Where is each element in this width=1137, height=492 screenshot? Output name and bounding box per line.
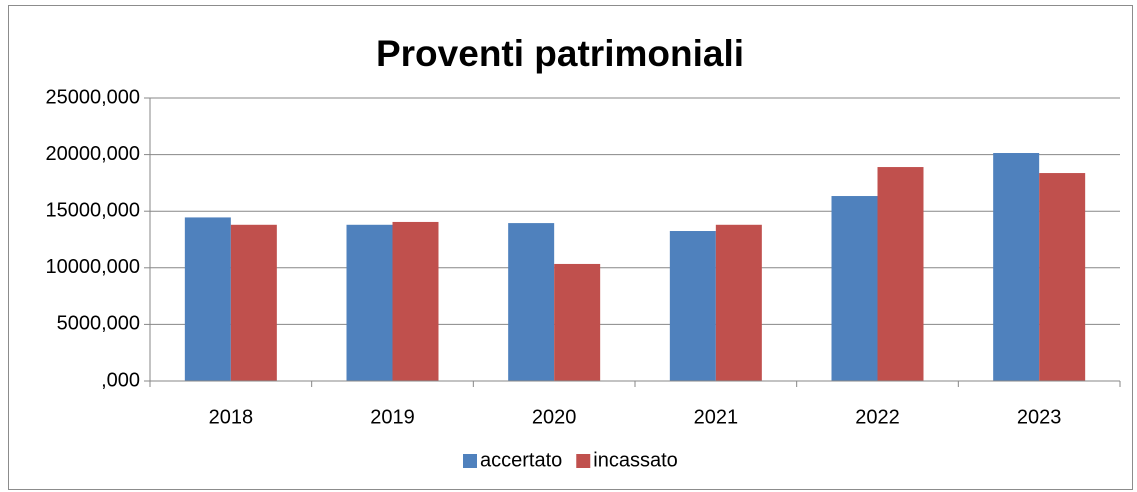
x-tick-label: 2020 [532, 406, 577, 428]
bar [346, 224, 393, 381]
y-tick-label: 25000,000 [45, 86, 140, 108]
bar [230, 224, 277, 381]
bar [877, 167, 924, 381]
x-tick-label: 2021 [694, 406, 739, 428]
bar [715, 224, 762, 381]
y-tick-label: 15000,000 [45, 199, 140, 221]
bar [554, 263, 601, 381]
chart-title: Proventi patrimoniali [376, 33, 744, 74]
bar [1039, 173, 1086, 381]
x-tick-label: 2023 [1017, 406, 1062, 428]
legend-swatch [463, 454, 477, 468]
legend-label: incassato [593, 449, 678, 471]
x-tick-label: 2018 [209, 406, 254, 428]
y-tick-label: 5000,000 [57, 313, 140, 335]
bar [508, 223, 555, 381]
x-tick-label: 2022 [855, 406, 900, 428]
x-tick-label: 2019 [370, 406, 415, 428]
bar [993, 153, 1040, 381]
bar [831, 196, 878, 381]
bar [392, 221, 439, 381]
legend-swatch [576, 454, 591, 468]
y-tick-label: 20000,000 [45, 143, 140, 165]
y-tick-label: 10000,000 [45, 256, 140, 278]
bar [184, 217, 231, 381]
legend-label: accertato [480, 449, 562, 471]
y-tick-label: ,000 [101, 369, 140, 391]
bar [669, 231, 716, 381]
